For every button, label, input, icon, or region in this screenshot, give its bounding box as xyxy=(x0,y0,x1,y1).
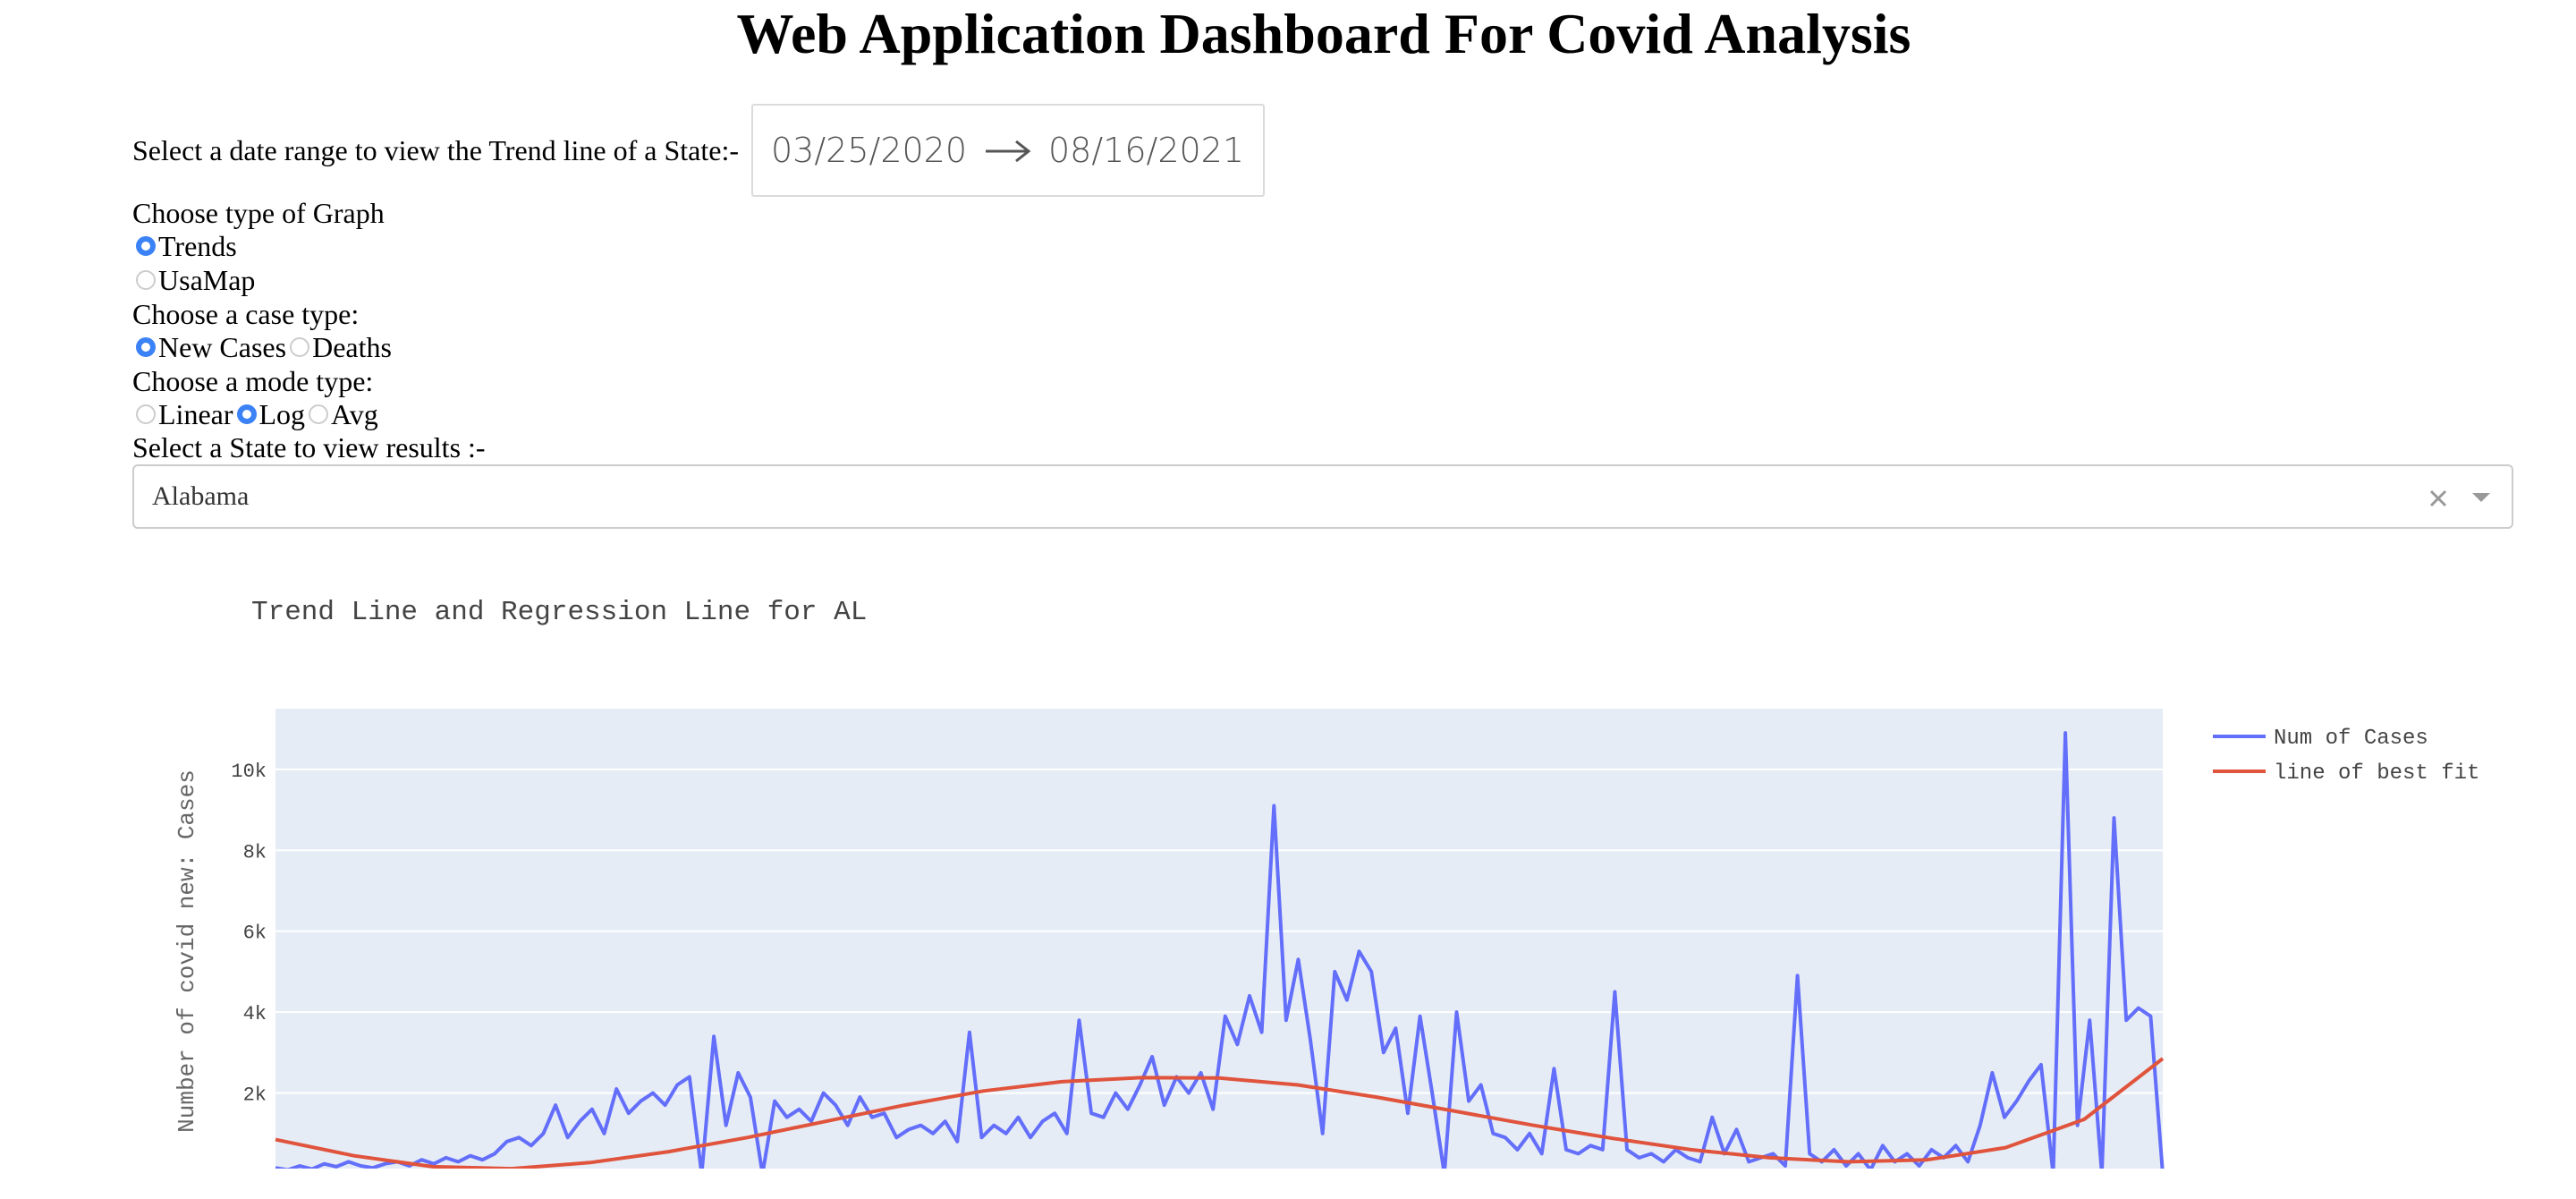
plot-area xyxy=(275,709,2163,1169)
radio-button[interactable] xyxy=(136,337,156,357)
radio-label[interactable]: New Cases xyxy=(158,331,287,363)
radio-button[interactable] xyxy=(309,404,329,424)
radio-button[interactable] xyxy=(236,404,257,424)
radio-label[interactable]: Log xyxy=(258,398,306,430)
radio-row: New Cases Deaths xyxy=(132,330,392,364)
radio-button[interactable] xyxy=(136,236,156,256)
arrow-icon xyxy=(986,140,1031,163)
end-date[interactable]: 08/16/2021 xyxy=(1048,131,1245,170)
date-range-picker[interactable]: 03/25/2020 08/16/2021 xyxy=(751,104,1265,197)
chart: Trend Line and Regression Line for AL 2k 4… xyxy=(174,597,2479,1169)
radio-row: UsaMap xyxy=(132,263,255,297)
radio-label[interactable]: Trends xyxy=(158,230,237,262)
dropdown-arrow[interactable] xyxy=(2470,491,2492,504)
radio-label[interactable]: Linear xyxy=(158,398,233,430)
radio-button[interactable] xyxy=(136,270,156,290)
y-tick-label: 8k xyxy=(243,841,267,863)
y-tick-label: 10k xyxy=(231,761,267,783)
radio-button[interactable] xyxy=(136,404,156,424)
y-axis-title: Number of covid new: Cases xyxy=(174,770,200,1133)
state-value: Alabama xyxy=(152,481,250,511)
state-label: Select a State to view results :- xyxy=(132,431,486,463)
y-tick-label: 4k xyxy=(243,1003,267,1025)
y-tick-label: 2k xyxy=(243,1084,267,1107)
chart-title: Trend Line and Regression Line for AL xyxy=(251,597,867,628)
start-date[interactable]: 03/25/2020 xyxy=(771,131,968,170)
radio-row: Linear Log Avg xyxy=(132,397,378,431)
radio-button[interactable] xyxy=(290,337,310,357)
y-tick-label: 6k xyxy=(243,923,267,945)
state-dropdown[interactable]: Alabama xyxy=(132,464,2513,529)
radio-label[interactable]: Avg xyxy=(331,398,378,430)
clear-icon[interactable] xyxy=(2428,488,2449,509)
radio-label[interactable]: Deaths xyxy=(312,331,392,363)
series-line xyxy=(275,1057,2165,1169)
series-line xyxy=(275,731,2165,1169)
page-title: Web Application Dashboard For Covid Anal… xyxy=(736,2,1911,65)
group-label: Choose type of Graph xyxy=(132,197,385,229)
radio-label[interactable]: UsaMap xyxy=(158,264,256,296)
legend-label: line of best fit xyxy=(2274,761,2479,786)
group-label: Choose a mode type: xyxy=(132,365,374,397)
date-range-label: Select a date range to view the Trend li… xyxy=(132,134,740,166)
group-label: Choose a case type: xyxy=(132,298,360,330)
radio-row: Trends xyxy=(132,229,237,263)
legend-label: Num of Cases xyxy=(2274,727,2428,751)
